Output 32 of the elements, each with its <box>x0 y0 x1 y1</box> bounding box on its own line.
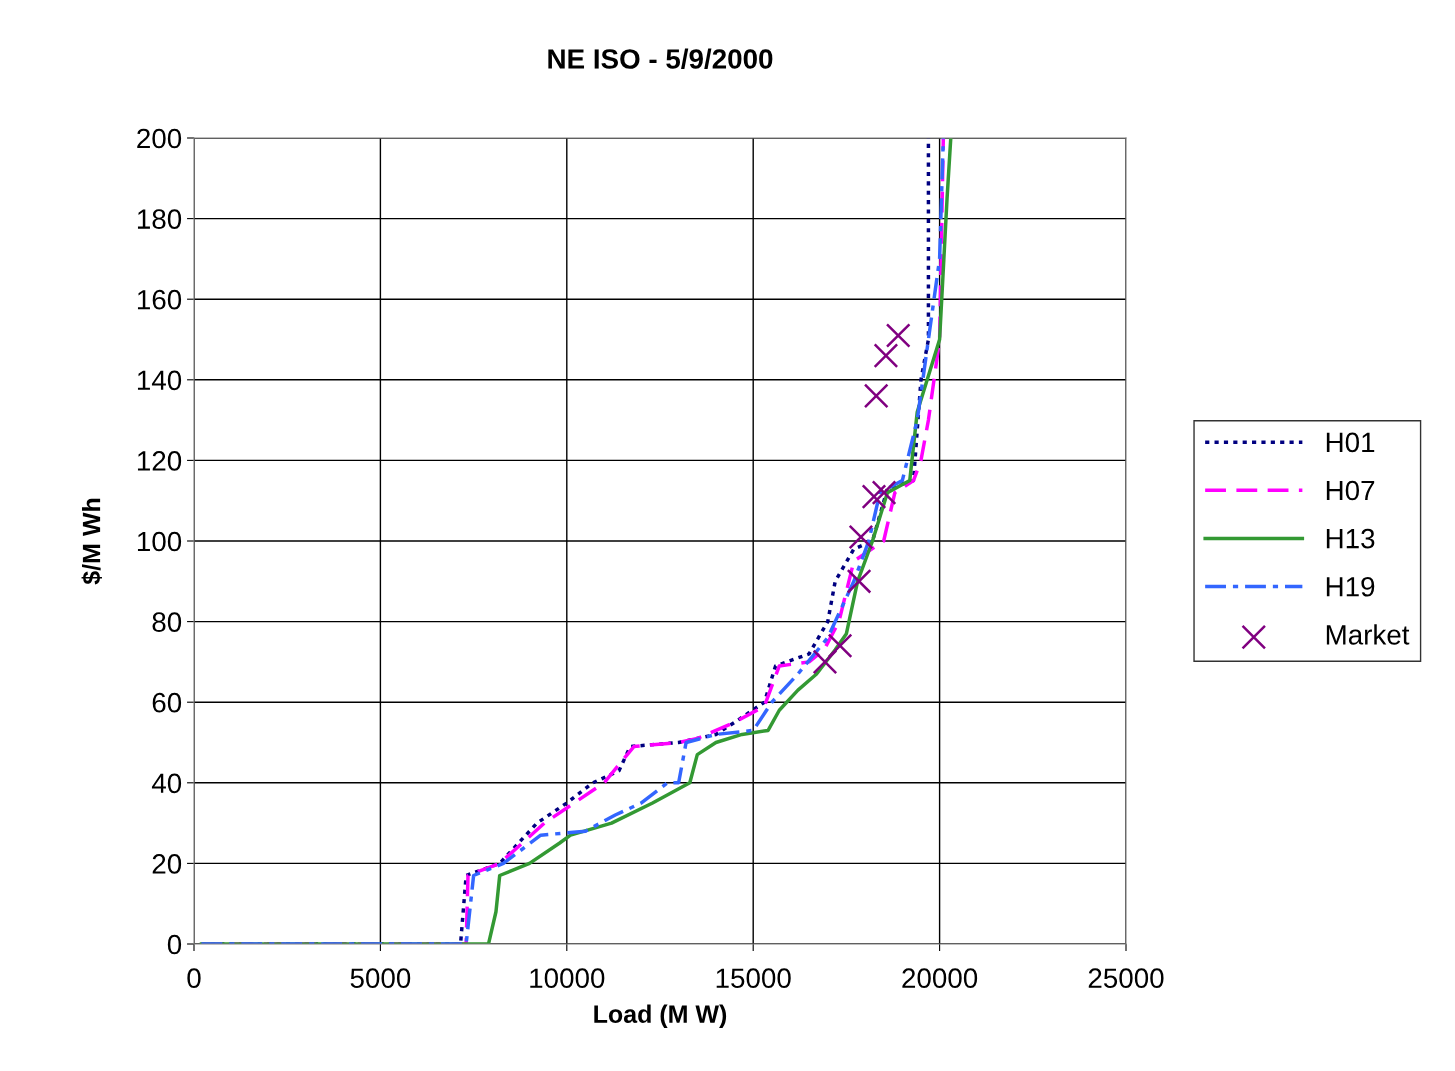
point <box>861 484 887 510</box>
point <box>863 383 889 409</box>
y-tick-label: 40 <box>151 773 182 794</box>
x-tick-label: 10000 <box>530 968 605 989</box>
x-tick-label: 25000 <box>1088 968 1164 989</box>
y-axis-title: $/M Wh <box>81 498 102 585</box>
y-tick-label: 180 <box>137 209 182 229</box>
point <box>885 323 911 348</box>
x-tick-label: 20000 <box>902 968 978 989</box>
point <box>873 343 899 369</box>
point <box>812 649 838 675</box>
y-tick-label: 120 <box>137 451 182 471</box>
legend-label: H07 <box>1326 480 1375 501</box>
y-tick-label: 60 <box>152 692 182 713</box>
y-tick-label: 20 <box>152 854 182 874</box>
x-tick-label: 5000 <box>350 968 411 989</box>
legend-label: H01 <box>1326 432 1375 453</box>
point <box>848 524 874 550</box>
legend-label: Market <box>1326 624 1410 645</box>
x-axis-title: Load (M W) <box>594 1004 727 1028</box>
y-tick-label: 0 <box>167 934 182 955</box>
y-tick-label: 140 <box>137 370 182 391</box>
x-tick-label: 0 <box>187 968 201 989</box>
y-tick-label: 160 <box>137 289 182 310</box>
x-tick-label: 15000 <box>716 968 791 989</box>
point <box>827 633 853 659</box>
y-tick-label: 200 <box>137 128 182 149</box>
y-tick-label: 80 <box>152 612 182 632</box>
chart-title: NE ISO - 5/9/2000 <box>548 48 773 70</box>
legend-label: H19 <box>1326 576 1375 597</box>
y-tick-label: 100 <box>137 531 182 552</box>
legend-label: H13 <box>1326 528 1375 549</box>
